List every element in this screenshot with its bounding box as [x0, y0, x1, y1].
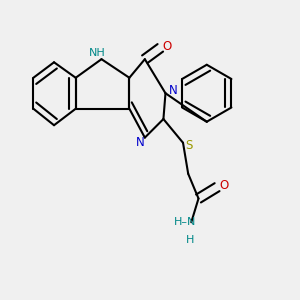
Text: H–N: H–N: [174, 217, 196, 227]
Text: N: N: [169, 84, 178, 97]
Text: O: O: [219, 179, 229, 192]
Text: H: H: [186, 235, 194, 245]
Text: NH: NH: [88, 48, 105, 58]
Text: O: O: [162, 40, 171, 53]
Text: N: N: [136, 136, 145, 149]
Text: S: S: [185, 139, 193, 152]
